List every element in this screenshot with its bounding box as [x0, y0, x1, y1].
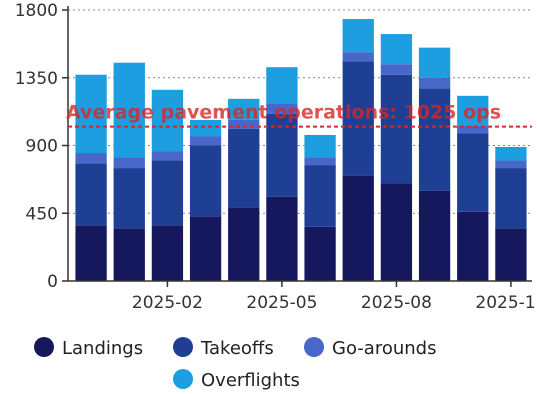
bar-overflights-2025-11: [495, 147, 527, 161]
bar-go-arounds-2025-01: [113, 157, 145, 169]
bar-landings-2025-03: [189, 216, 222, 281]
bar-go-arounds-2025-02: [151, 151, 184, 161]
bar-overflights-2025-07: [342, 19, 374, 53]
x-tick-label-1: 2025-05: [246, 293, 317, 313]
bar-go-arounds-2025-04: [228, 119, 260, 129]
bar-go-arounds-2025-11: [495, 160, 527, 169]
bar-landings-2025-11: [495, 228, 527, 281]
gridlines: [68, 9, 532, 214]
y-tick-label-3: 1350: [15, 69, 58, 89]
bar-takeoffs-2025-01: [113, 168, 145, 229]
bar-landings-2025-06: [304, 226, 336, 281]
bar-landings-2025-04: [228, 207, 260, 281]
bar-go-arounds-2025-05: [266, 103, 298, 114]
bar-takeoffs-2025-05: [266, 113, 298, 197]
bar-landings-2025-10: [457, 211, 489, 281]
bar-go-arounds-2024-12: [75, 153, 107, 164]
reference-line-group: Average pavement operations: 1025 ops: [66, 102, 532, 128]
axes: 0 450 900 1350 1800 2025-02 2025-05 2025-08 2025…: [15, 1, 537, 313]
legend-label-takeoffs: Takeoffs: [200, 338, 274, 359]
bar-overflights-2025-06: [304, 134, 336, 158]
bar-landings-2025-02: [151, 225, 184, 281]
legend-label-landings: Landings: [62, 338, 143, 359]
bar-takeoffs-2025-08: [380, 74, 413, 184]
bar-takeoffs-2025-10: [457, 133, 489, 212]
bar-go-arounds-2025-10: [457, 125, 489, 134]
bar-overflights-2025-10: [457, 95, 489, 126]
bars: [75, 19, 527, 281]
legend-marker-overflights: [173, 369, 193, 389]
bar-takeoffs-2025-11: [495, 168, 527, 229]
bar-landings-2025-08: [380, 183, 413, 281]
average-reference-label: Average pavement operations: 1025 ops: [66, 102, 501, 124]
bar-takeoffs-2025-06: [304, 165, 336, 227]
bar-landings-2024-12: [75, 225, 107, 281]
bar-overflights-2025-08: [380, 34, 413, 65]
bar-overflights-2025-05: [266, 67, 298, 104]
bar-takeoffs-2025-07: [342, 61, 374, 176]
bar-go-arounds-2025-07: [342, 52, 374, 62]
x-tick-label-3: 2025-11: [475, 293, 537, 313]
bar-landings-2025-07: [342, 175, 374, 281]
bar-overflights-2025-09: [418, 47, 451, 78]
legend-label-go-arounds: Go-arounds: [332, 338, 436, 359]
bar-overflights-2025-04: [228, 98, 260, 120]
y-tick-label-0: 0: [47, 272, 58, 292]
bar-overflights-2025-01: [113, 62, 145, 158]
legend-marker-landings: [34, 337, 54, 357]
y-tick-label-4: 1800: [15, 1, 58, 21]
bar-overflights-2025-03: [189, 119, 222, 137]
bar-go-arounds-2025-09: [418, 77, 451, 89]
y-tick-label-1: 450: [26, 204, 58, 224]
bar-takeoffs-2025-04: [228, 128, 260, 208]
bar-overflights-2024-12: [75, 74, 107, 154]
bar-go-arounds-2025-03: [189, 136, 222, 146]
x-tick-label-0: 2025-02: [132, 293, 203, 313]
bar-landings-2025-05: [266, 196, 298, 281]
y-tick-label-2: 900: [26, 137, 58, 157]
bar-landings-2025-09: [418, 190, 451, 281]
bar-takeoffs-2025-03: [189, 145, 222, 217]
bar-go-arounds-2025-06: [304, 157, 336, 166]
legend-marker-takeoffs: [173, 337, 193, 357]
bar-landings-2025-01: [113, 228, 145, 281]
x-tick-label-2: 2025-08: [361, 293, 432, 313]
bar-takeoffs-2024-12: [75, 163, 107, 226]
bar-takeoffs-2025-09: [418, 88, 451, 191]
bar-overflights-2025-02: [151, 89, 184, 152]
legend: Landings Takeoffs Go-arounds Overflights: [34, 337, 436, 391]
legend-marker-go-arounds: [304, 337, 324, 357]
bar-go-arounds-2025-08: [380, 64, 413, 75]
bar-takeoffs-2025-02: [151, 160, 184, 226]
legend-label-overflights: Overflights: [201, 370, 300, 391]
